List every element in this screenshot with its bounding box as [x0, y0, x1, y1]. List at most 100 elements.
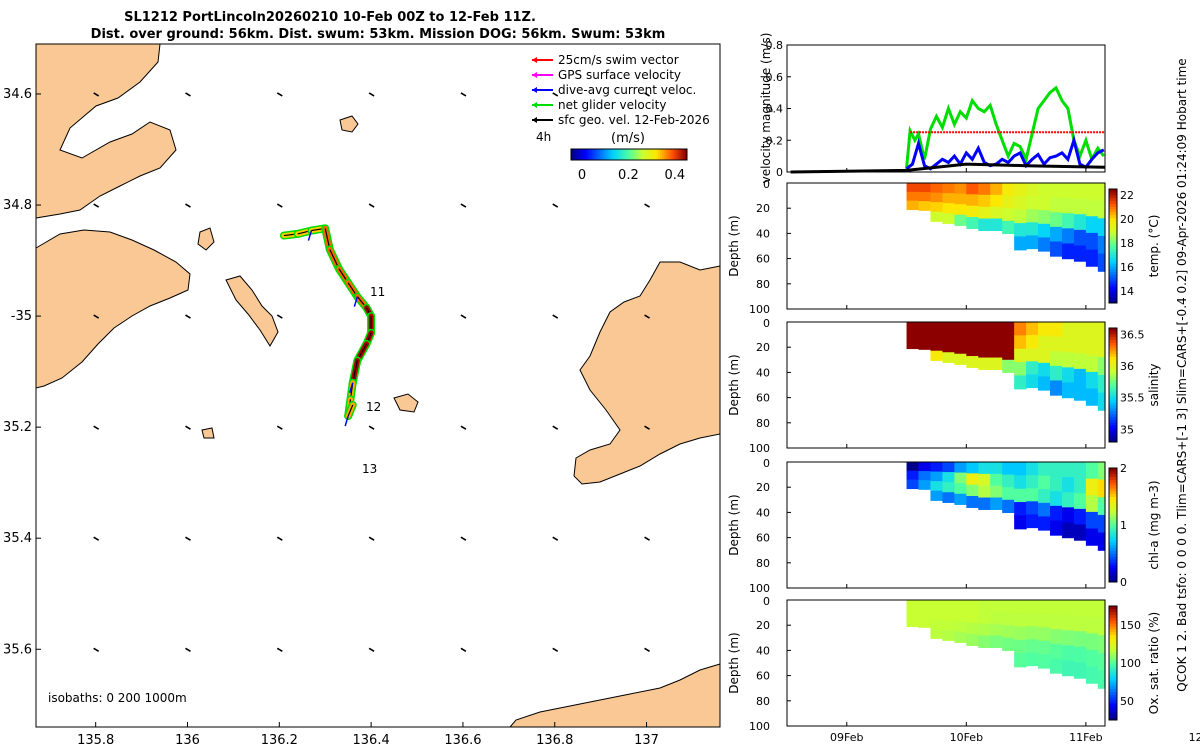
- velocity-y-tick-label: 0.6: [766, 71, 784, 84]
- section-cell: [1026, 374, 1039, 389]
- grid-mark: [276, 92, 283, 97]
- section-cell: [918, 201, 932, 211]
- section-colorbar-swatch: [1109, 682, 1117, 687]
- colorbar-swatch: [656, 149, 659, 160]
- section-cell: [1085, 633, 1099, 651]
- section-colorbar-swatch: [1109, 677, 1117, 681]
- time-tick-label: 12Feb: [1189, 731, 1200, 744]
- section-colorbar-swatch: [1109, 697, 1117, 701]
- section-colorbar-swatch: [1109, 643, 1117, 647]
- section-cell: [1073, 368, 1087, 386]
- grid-mark: [644, 425, 650, 430]
- section-cell: [990, 218, 1003, 231]
- section-cell: [1061, 462, 1075, 478]
- section-colorbar-tick-label: 100: [1120, 657, 1141, 670]
- section-colorbar-swatch: [1109, 271, 1117, 275]
- section-colorbar-swatch: [1109, 402, 1117, 406]
- section-cell: [978, 485, 991, 499]
- section-cell: [990, 497, 1003, 510]
- section-colorbar-swatch: [1109, 496, 1117, 500]
- colorbar-swatch: [576, 149, 580, 160]
- section-cell: [1073, 600, 1087, 617]
- current-arrow: [344, 415, 349, 427]
- section-cell: [1038, 196, 1051, 211]
- section-cell: [930, 481, 944, 492]
- section-cell: [966, 484, 979, 497]
- section-cell: [1061, 198, 1075, 214]
- colorbar-swatch: [607, 149, 611, 160]
- section-colorbar-frame: [1108, 188, 1118, 304]
- colorbar-swatch: [586, 149, 589, 160]
- glider-track: [279, 224, 376, 427]
- grid-mark: [460, 536, 467, 541]
- colorbar-swatch: [625, 149, 628, 160]
- current-arrow: [353, 296, 359, 307]
- section-cell: [1085, 388, 1099, 406]
- section-colorbar-swatch: [1109, 353, 1117, 357]
- section-cell: [1050, 600, 1063, 616]
- colorbar-swatch: [611, 149, 615, 160]
- section-cell: [1085, 355, 1099, 373]
- interval-label: 4h: [536, 130, 551, 144]
- section-cell: [1097, 357, 1106, 376]
- colorbar-swatch: [572, 149, 576, 160]
- section-cell: [978, 600, 991, 613]
- section-colorbar-swatch: [1109, 559, 1117, 563]
- section-colorbar-swatch: [1109, 194, 1117, 199]
- section-cell: [990, 462, 1003, 475]
- section-cell: [942, 322, 955, 333]
- colorbar-swatch: [592, 149, 595, 160]
- section-cell: [1014, 475, 1027, 490]
- title-line-1: SL1212 PortLincoln20260210 10-Feb 00Z to…: [124, 10, 536, 25]
- section-panel: 0 20 40 60 80 100 Depth (m) 0 1 2 chl-a (mg m-3): [727, 457, 1161, 595]
- section-colorbar-swatch: [1109, 562, 1117, 566]
- section-colorbar-swatch: [1109, 206, 1117, 210]
- section-cell: [1061, 382, 1075, 399]
- section-y-tick-label: 100: [749, 720, 770, 733]
- grid-mark: [276, 314, 283, 319]
- section-cell: [1050, 226, 1063, 243]
- section-y-tick-label: 100: [749, 582, 770, 595]
- section-cell: [1038, 640, 1051, 656]
- section-cell: [966, 322, 979, 334]
- section-cell: [1085, 322, 1099, 340]
- section-cell: [1061, 183, 1075, 199]
- section-cell: [1014, 236, 1027, 251]
- legend-label: GPS surface velocity: [558, 68, 681, 82]
- section-colorbar-swatch: [1109, 214, 1117, 218]
- time-tick-label: 09Feb: [830, 731, 863, 744]
- colorbar-swatch: [600, 149, 603, 160]
- section-cell: [942, 472, 955, 483]
- grid-mark: [276, 425, 283, 430]
- map-y-tick-label: 35.2: [3, 420, 32, 435]
- colorbar-swatch: [638, 149, 642, 160]
- section-cell: [1002, 322, 1015, 336]
- section-colorbar-swatch: [1109, 404, 1117, 409]
- section-y-tick-label: 60: [756, 670, 770, 683]
- grid-mark: [93, 536, 100, 541]
- section-cell: [1085, 216, 1099, 234]
- land-island-d: [393, 393, 419, 413]
- section-cell: [942, 342, 955, 353]
- section-cell: [1050, 505, 1063, 522]
- section-colorbar-swatch: [1109, 648, 1117, 653]
- section-cell: [918, 340, 932, 350]
- section-cell: [942, 332, 955, 343]
- section-cell: [978, 194, 991, 208]
- grid-mark: [93, 425, 100, 430]
- section-cell: [1097, 497, 1106, 516]
- section-cell: [906, 600, 920, 610]
- section-colorbar-swatch: [1109, 376, 1117, 380]
- section-cell: [918, 480, 932, 490]
- section-colorbar-swatch: [1109, 382, 1117, 386]
- section-cell: [978, 218, 991, 231]
- grid-mark: [460, 647, 467, 652]
- colorbar-tick-label: 0: [578, 168, 586, 183]
- section-colorbar-swatch: [1109, 705, 1117, 710]
- section-y-tick-label: 80: [756, 417, 770, 430]
- section-cell: [1097, 200, 1106, 219]
- section-cell: [942, 183, 955, 194]
- section-cell: [966, 622, 979, 635]
- section-cell: [978, 462, 991, 475]
